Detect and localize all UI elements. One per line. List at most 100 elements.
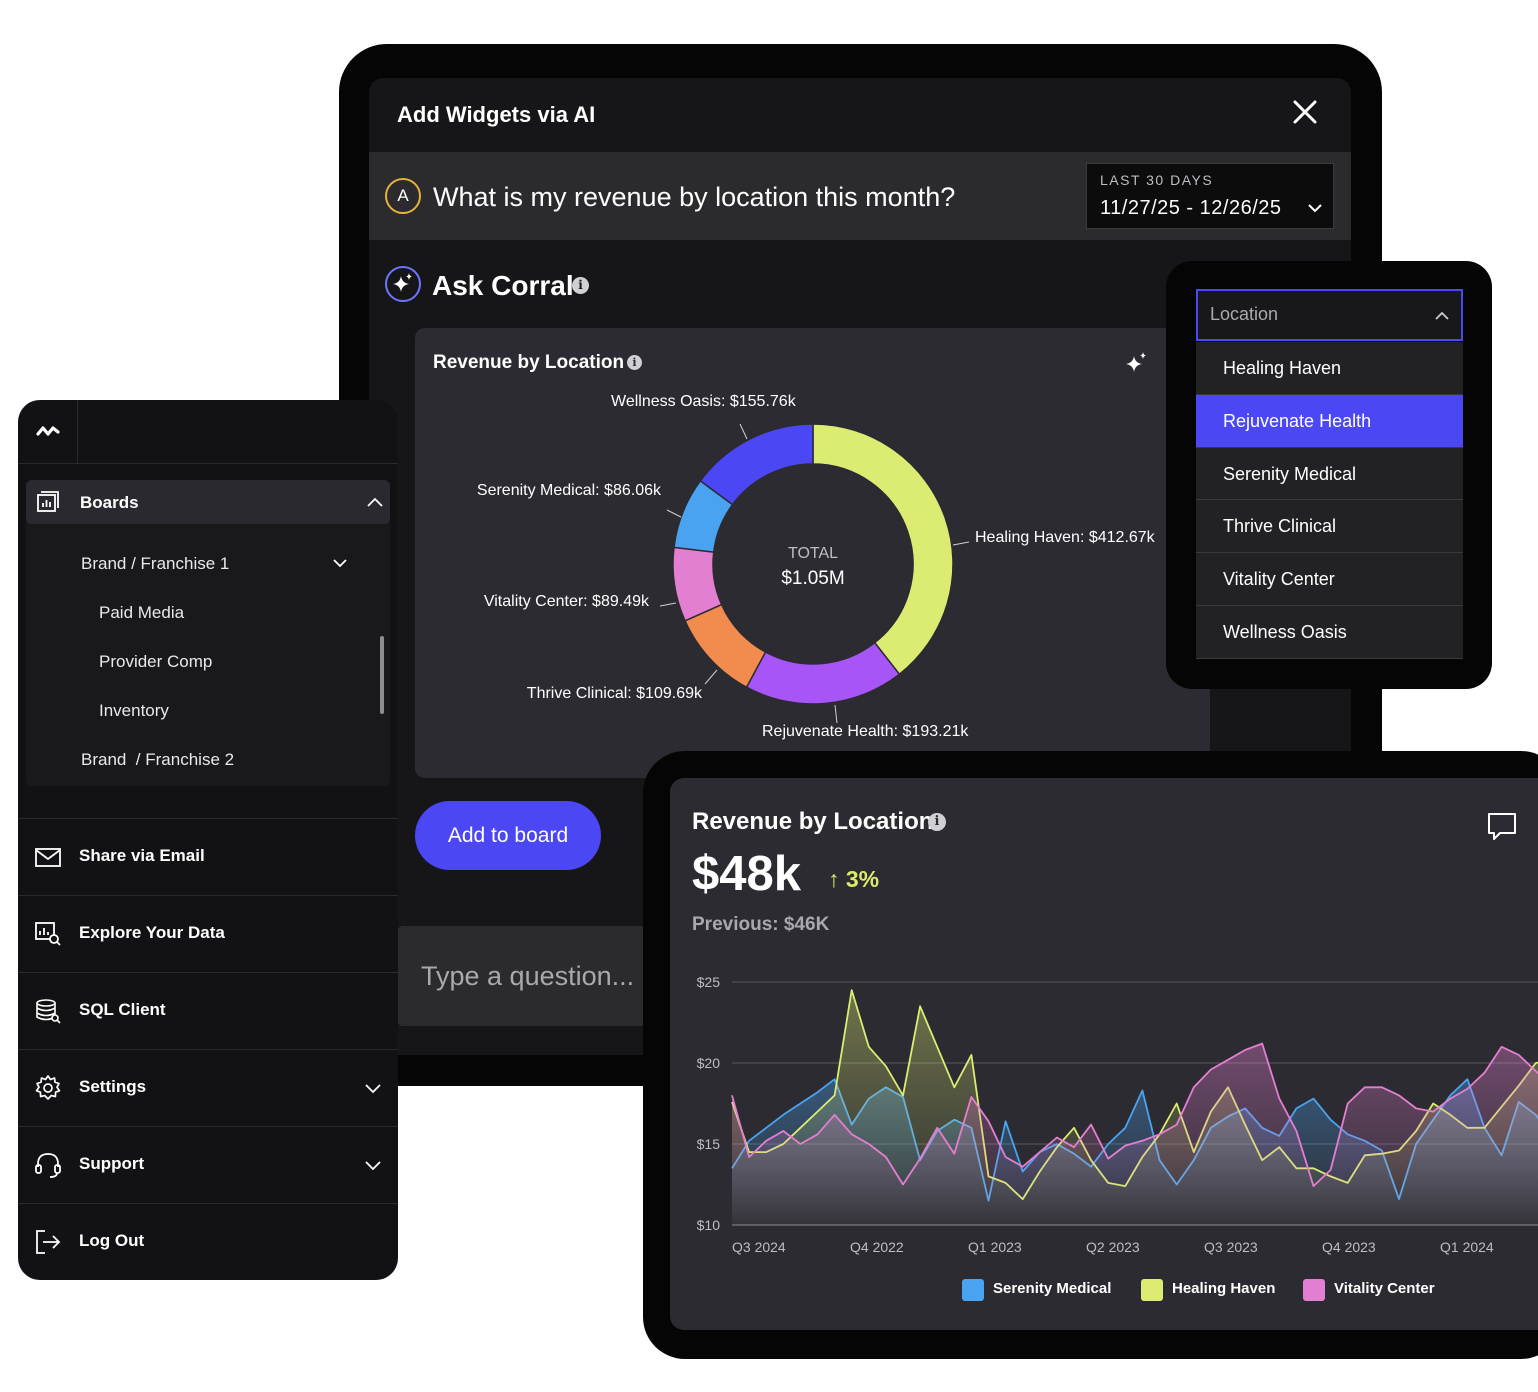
label-leader: [739, 423, 748, 440]
legend-label: Healing Haven: [1172, 1280, 1276, 1297]
sidebar-item-label: Share via Email: [79, 846, 205, 865]
location-select[interactable]: [1196, 289, 1463, 341]
donut-slice[interactable]: [684, 603, 767, 689]
location-search-input[interactable]: [1208, 303, 1408, 326]
label-leader: [952, 541, 970, 546]
board-group-brand-1[interactable]: Brand / Franchise 1: [81, 554, 230, 573]
y-tick-label: $20: [697, 1055, 721, 1071]
kpi-previous: Previous: $46K: [692, 914, 830, 935]
sidebar-item-share-email[interactable]: Share via Email: [18, 818, 398, 895]
line-chart-card: $25 $20 $15 $10 Q3 2024 Q4 2022 Q1 2023 Q2 2023…: [670, 778, 1538, 1330]
legend-swatch: [962, 1279, 984, 1301]
x-tick-label: Q3 2024: [732, 1239, 786, 1255]
donut-card-title: Revenue by Location: [433, 352, 625, 373]
label-leader: [659, 602, 677, 607]
donut-chart-card: Revenue by Location i Healing Haven: $41…: [415, 328, 1210, 778]
sidebar-item-label: Support: [79, 1154, 145, 1173]
location-option[interactable]: Vitality Center: [1196, 553, 1463, 606]
donut-chart: Healing Haven: $412.67k Rejuvenate Health…: [477, 393, 1156, 740]
sidebar-item-settings[interactable]: Settings: [18, 1049, 398, 1126]
donut-slice[interactable]: [812, 423, 954, 676]
kpi-change: ↑ 3%: [828, 866, 880, 892]
question-input[interactable]: [419, 960, 679, 993]
user-avatar: A: [385, 178, 421, 214]
database-icon: [36, 999, 61, 1024]
question-bar: A What is my revenue by location this mo…: [369, 152, 1351, 240]
info-icon[interactable]: i: [627, 355, 642, 370]
donut-center-label: TOTAL: [788, 545, 838, 562]
chevron-down-icon: [365, 1161, 381, 1171]
location-option[interactable]: Wellness Oasis: [1196, 605, 1463, 659]
date-range-select[interactable]: LAST 30 DAYS 11/27/25 - 12/26/25: [1086, 163, 1334, 229]
legend-label: Serenity Medical: [993, 1280, 1112, 1297]
chevron-up-icon: [367, 497, 383, 507]
x-tick-label: Q1 2024: [1440, 1239, 1494, 1255]
gear-icon: [35, 1075, 61, 1100]
panel-title: Add Widgets via AI: [397, 102, 596, 127]
sidebar-item-logout[interactable]: Log Out: [18, 1203, 398, 1280]
location-option-selected[interactable]: Rejuvenate Health: [1196, 394, 1463, 448]
kpi-value: $48k: [692, 847, 802, 901]
sidebar-item-label: SQL Client: [79, 1000, 166, 1019]
date-range-value: 11/27/25 - 12/26/25: [1100, 197, 1282, 219]
board-item-provider-comp[interactable]: Provider Comp: [99, 652, 213, 671]
board-group-brand-2[interactable]: Brand / Franchise 2: [81, 750, 235, 769]
divider: [18, 463, 398, 464]
logout-icon: [36, 1230, 61, 1254]
sparkle-icon: [385, 266, 421, 302]
dashboard-icon: [37, 491, 59, 512]
series-line: [731, 1042, 1538, 1188]
y-tick-label: $25: [697, 974, 721, 990]
x-tick-label: Q4 2023: [1322, 1239, 1376, 1255]
board-item-paid-media[interactable]: Paid Media: [99, 603, 185, 622]
comment-icon[interactable]: [1486, 810, 1518, 842]
donut-slice[interactable]: [745, 641, 901, 705]
sidebar-item-support[interactable]: Support: [18, 1126, 398, 1203]
add-to-board-button[interactable]: Add to board: [415, 801, 601, 870]
donut-slice[interactable]: [699, 423, 814, 506]
sidebar-item-label: Log Out: [79, 1231, 145, 1250]
location-options: Healing Haven Rejuvenate Health Serenity…: [1196, 342, 1463, 659]
label-leader: [704, 669, 718, 685]
explore-data-icon: [35, 922, 61, 946]
x-tick-label: Q1 2023: [968, 1239, 1022, 1255]
line-card-title: Revenue by Location: [692, 808, 934, 835]
boards-label: Boards: [80, 493, 139, 512]
boards-toggle[interactable]: Boards: [26, 480, 390, 524]
sidebar-item-explore-data[interactable]: Explore Your Data: [18, 895, 398, 972]
slice-label: Rejuvenate Health: $193.21k: [762, 723, 969, 740]
legend-swatch: [1141, 1279, 1163, 1301]
chevron-down-icon: [1308, 204, 1322, 213]
board-item-inventory[interactable]: Inventory: [99, 701, 169, 720]
date-range-label: LAST 30 DAYS: [1100, 172, 1214, 188]
y-tick-label: $10: [697, 1217, 721, 1233]
location-option[interactable]: Thrive Clinical: [1196, 500, 1463, 554]
x-tick-label: Q2 2023: [1086, 1239, 1140, 1255]
headset-icon: [35, 1153, 61, 1178]
chevron-up-icon[interactable]: [1434, 311, 1450, 321]
sparkle-icon[interactable]: [1123, 350, 1151, 378]
sidebar-item-label: Settings: [79, 1077, 147, 1096]
location-option[interactable]: Serenity Medical: [1196, 447, 1463, 501]
slice-label: Thrive Clinical: $109.69k: [527, 685, 703, 702]
x-tick-label: Q4 2022: [850, 1239, 904, 1255]
location-option[interactable]: Healing Haven: [1196, 342, 1463, 395]
sidebar-item-sql-client[interactable]: SQL Client: [18, 972, 398, 1049]
slice-label: Vitality Center: $89.49k: [484, 593, 650, 610]
ask-corral-title: Ask Corral: [432, 270, 574, 301]
logo[interactable]: [18, 400, 78, 464]
info-icon[interactable]: i: [572, 277, 589, 294]
chevron-down-icon[interactable]: [332, 558, 348, 568]
slice-label: Healing Haven: $412.67k: [975, 529, 1156, 546]
scrollbar[interactable]: [380, 636, 384, 714]
question-text: What is my revenue by location this mont…: [433, 182, 956, 212]
info-icon[interactable]: i: [928, 813, 946, 831]
close-icon[interactable]: [1289, 96, 1321, 128]
logo-icon: [36, 426, 60, 436]
legend-label: Vitality Center: [1334, 1280, 1435, 1297]
sidebar-item-label: Explore Your Data: [79, 923, 225, 942]
slice-label: Serenity Medical: $86.06k: [477, 482, 662, 499]
label-leader: [834, 704, 838, 724]
sidebar: Boards Brand / Franchise 1 Paid Media Pr…: [18, 400, 398, 1280]
y-tick-label: $15: [697, 1136, 721, 1152]
